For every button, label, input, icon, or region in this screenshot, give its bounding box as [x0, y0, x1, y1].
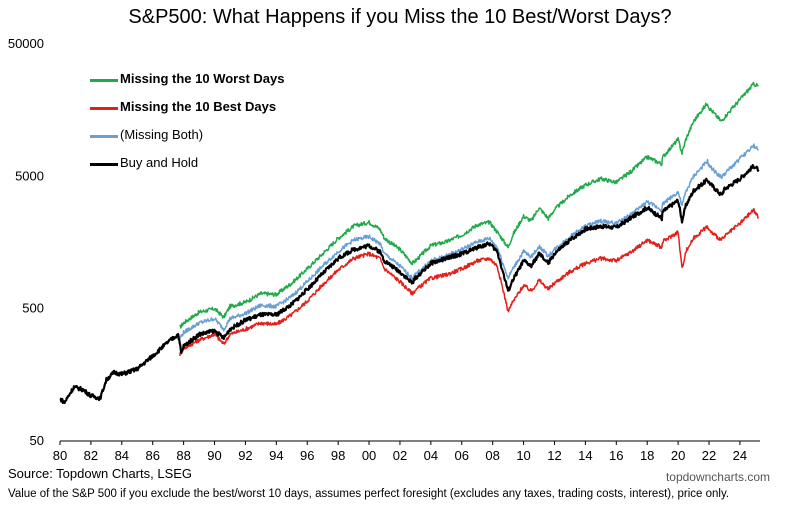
x-tick-label: 00 — [362, 448, 376, 463]
y-tick-label: 50 — [30, 433, 44, 448]
x-tick-label: 92 — [238, 448, 252, 463]
x-tick-label: 88 — [176, 448, 190, 463]
legend-swatch-worst — [90, 79, 118, 82]
chart-title: S&P500: What Happens if you Miss the 10 … — [128, 6, 672, 28]
x-tick-label: 22 — [702, 448, 716, 463]
series-line-missing-best — [179, 207, 760, 357]
x-tick-label: 12 — [547, 448, 561, 463]
series-line-missing-both — [179, 143, 760, 339]
x-tick-label: 02 — [393, 448, 407, 463]
x-tick-label: 08 — [485, 448, 499, 463]
x-tick-label: 24 — [733, 448, 747, 463]
legend-label-buyhold: Buy and Hold — [120, 155, 199, 170]
legend-swatch-buyhold — [90, 163, 118, 166]
series-line-buy-and-hold — [59, 164, 760, 405]
series-line-missing-worst — [179, 81, 760, 329]
x-tick-label: 96 — [300, 448, 314, 463]
x-tick-label: 90 — [207, 448, 221, 463]
x-tick-label: 82 — [84, 448, 98, 463]
x-tick-label: 04 — [424, 448, 438, 463]
legend-label-worst: Missing the 10 Worst Days — [120, 71, 285, 86]
footnote: Value of the S&P 500 if you exclude the … — [8, 488, 730, 500]
legend-swatch-both — [90, 135, 118, 138]
legend-label-best: Missing the 10 Best Days — [120, 99, 277, 114]
y-tick-label: 5000 — [15, 168, 44, 183]
x-tick-label: 16 — [609, 448, 623, 463]
x-tick-label: 18 — [640, 448, 654, 463]
legend-label-both: (Missing Both) — [120, 127, 204, 142]
x-tick-label: 06 — [455, 448, 469, 463]
watermark: topdowncharts.com — [665, 470, 770, 484]
source-note: Source: Topdown Charts, LSEG — [8, 466, 193, 481]
x-tick-label: 94 — [269, 448, 283, 463]
x-tick-label: 14 — [578, 448, 592, 463]
x-tick-label: 10 — [516, 448, 530, 463]
legend-swatch-best — [90, 107, 118, 110]
x-tick-label: 20 — [671, 448, 685, 463]
x-tick-label: 84 — [115, 448, 129, 463]
x-tick-label: 80 — [53, 448, 67, 463]
y-tick-label: 500 — [22, 301, 44, 316]
y-tick-label: 50000 — [8, 36, 44, 51]
x-tick-label: 98 — [331, 448, 345, 463]
x-tick-label: 86 — [145, 448, 159, 463]
